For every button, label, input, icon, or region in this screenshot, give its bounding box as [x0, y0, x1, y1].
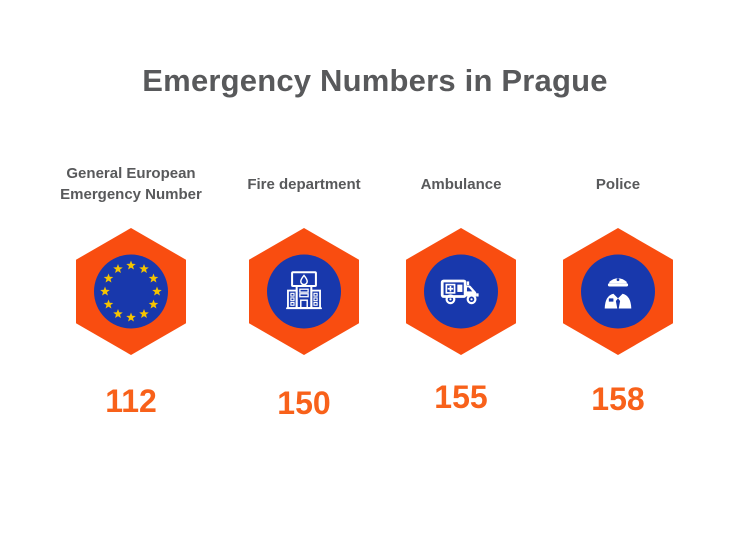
service-label: General European Emergency Number — [60, 160, 202, 208]
service-label: Fire department — [247, 160, 360, 208]
service-label-line: Fire department — [247, 175, 361, 193]
hexagon-badge — [76, 228, 186, 355]
service-label-line: General European — [66, 165, 196, 182]
ambulance-icon — [406, 228, 516, 355]
police-officer-icon — [563, 228, 673, 355]
service-fire-department: Fire department — [214, 160, 394, 421]
service-general-emergency: General European Emergency Number — [41, 160, 221, 417]
page-title: Emergency Numbers in Prague — [142, 63, 608, 98]
emergency-number: 155 — [434, 379, 488, 415]
service-police: Police 158 — [528, 160, 708, 415]
fire-station-icon — [249, 228, 359, 355]
hexagon-badge — [249, 228, 359, 355]
emergency-number: 112 — [105, 383, 157, 419]
eu-flag-icon — [76, 228, 186, 355]
service-label-line: Emergency Number — [60, 186, 202, 203]
service-ambulance: Ambulance — [371, 160, 551, 413]
service-label-line: Ambulance — [420, 175, 502, 193]
hexagon-badge — [563, 228, 673, 355]
emergency-number: 150 — [277, 385, 331, 421]
service-label: Ambulance — [421, 160, 502, 208]
emergency-number: 158 — [591, 381, 645, 417]
service-label: Police — [596, 160, 640, 208]
service-label-line: Police — [595, 175, 641, 193]
hexagon-badge — [406, 228, 516, 355]
